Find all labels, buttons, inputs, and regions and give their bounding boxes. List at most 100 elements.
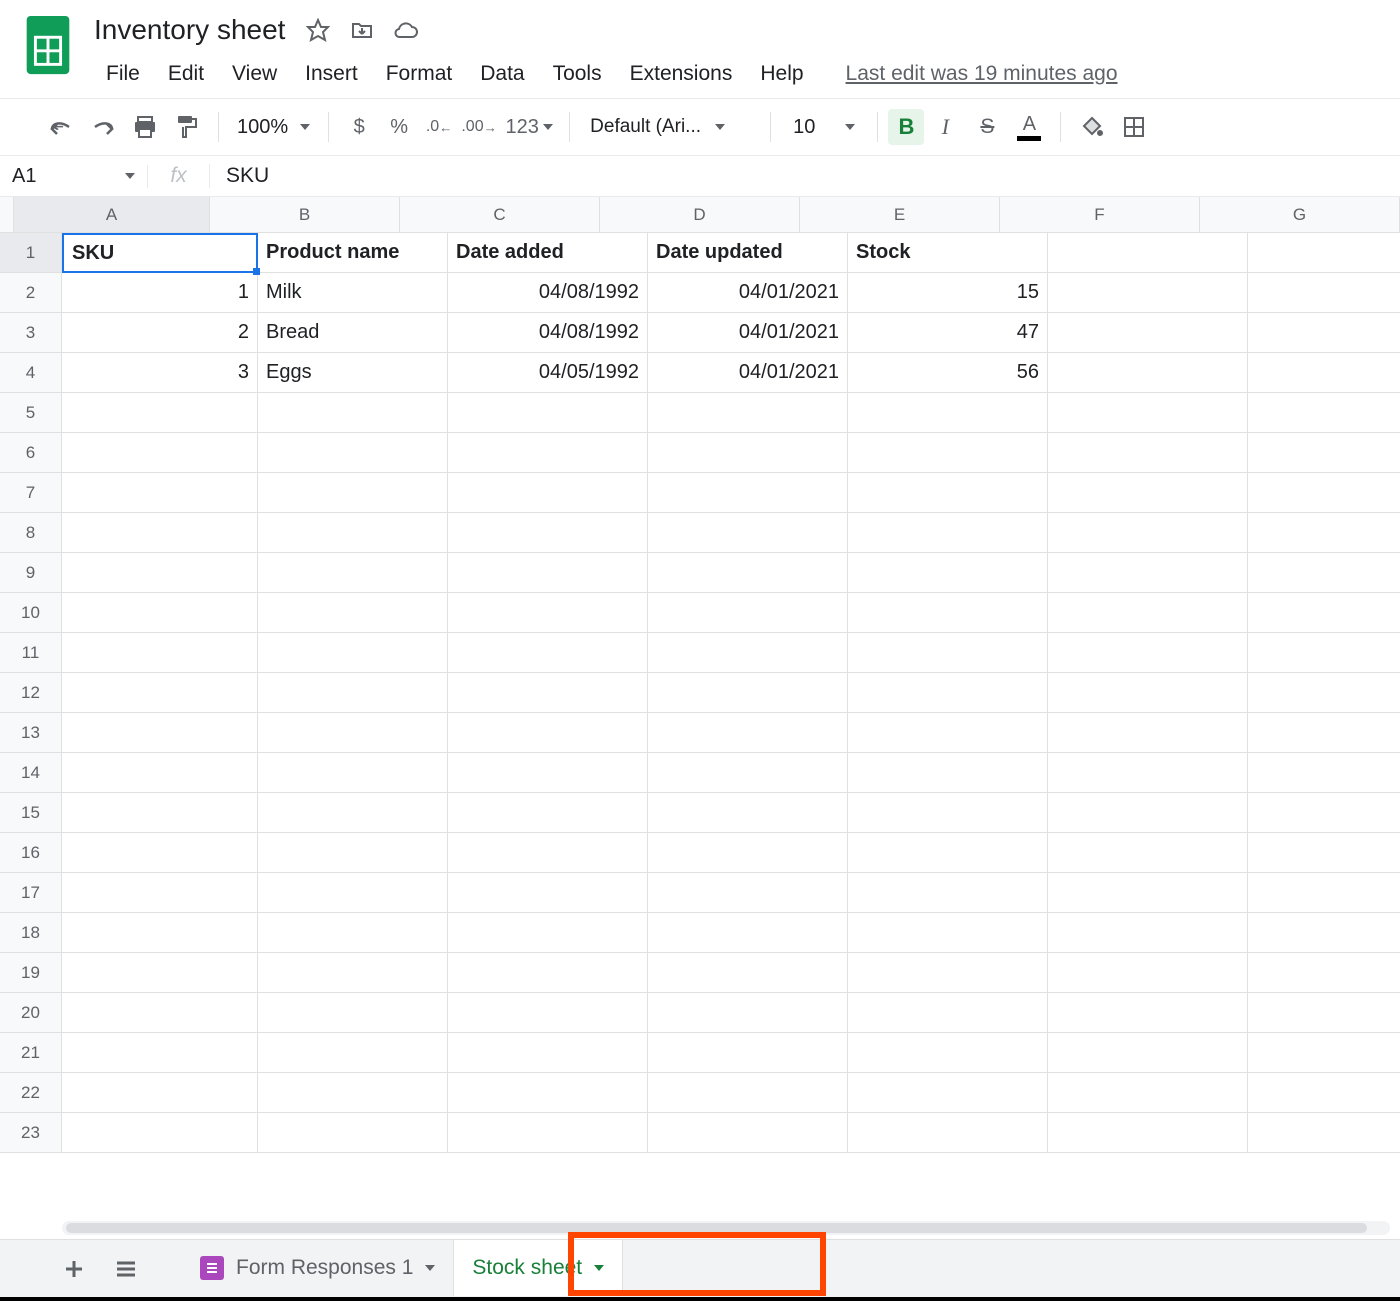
cell-C16[interactable] — [448, 833, 648, 873]
menu-file[interactable]: File — [92, 56, 154, 92]
cell-D21[interactable] — [648, 1033, 848, 1073]
cell-E6[interactable] — [848, 433, 1048, 473]
bold-button[interactable]: B — [888, 109, 924, 145]
column-header-E[interactable]: E — [800, 197, 1000, 233]
cell-E5[interactable] — [848, 393, 1048, 433]
row-header-2[interactable]: 2 — [0, 273, 62, 313]
menu-view[interactable]: View — [218, 56, 291, 92]
cell-G18[interactable] — [1248, 913, 1400, 953]
redo-button[interactable] — [82, 109, 124, 145]
cell-B15[interactable] — [258, 793, 448, 833]
cell-F1[interactable] — [1048, 233, 1248, 273]
column-header-B[interactable]: B — [210, 197, 400, 233]
sheet-tab-0[interactable]: Form Responses 1 — [182, 1240, 454, 1296]
cell-B16[interactable] — [258, 833, 448, 873]
row-header-13[interactable]: 13 — [0, 713, 62, 753]
cell-F10[interactable] — [1048, 593, 1248, 633]
cell-B23[interactable] — [258, 1113, 448, 1153]
cell-A7[interactable] — [62, 473, 258, 513]
cell-B1[interactable]: Product name — [258, 233, 448, 273]
cell-F16[interactable] — [1048, 833, 1248, 873]
cell-G14[interactable] — [1248, 753, 1400, 793]
cell-C17[interactable] — [448, 873, 648, 913]
cell-C4[interactable]: 04/05/1992 — [448, 353, 648, 393]
cell-B9[interactable] — [258, 553, 448, 593]
cell-A14[interactable] — [62, 753, 258, 793]
cell-F6[interactable] — [1048, 433, 1248, 473]
menu-data[interactable]: Data — [466, 56, 538, 92]
cell-B5[interactable] — [258, 393, 448, 433]
cell-A5[interactable] — [62, 393, 258, 433]
chevron-down-icon[interactable] — [594, 1265, 604, 1271]
cell-C2[interactable]: 04/08/1992 — [448, 273, 648, 313]
row-header-15[interactable]: 15 — [0, 793, 62, 833]
cell-E9[interactable] — [848, 553, 1048, 593]
cell-C10[interactable] — [448, 593, 648, 633]
percent-button[interactable]: % — [379, 116, 419, 139]
zoom-select[interactable]: 100% — [229, 116, 318, 139]
add-sheet-button[interactable] — [54, 1249, 94, 1289]
cell-D14[interactable] — [648, 753, 848, 793]
cell-D18[interactable] — [648, 913, 848, 953]
more-formats-button[interactable]: 123 — [499, 116, 559, 139]
cell-E1[interactable]: Stock — [848, 233, 1048, 273]
cell-B17[interactable] — [258, 873, 448, 913]
row-header-18[interactable]: 18 — [0, 913, 62, 953]
cell-F3[interactable] — [1048, 313, 1248, 353]
cell-E17[interactable] — [848, 873, 1048, 913]
cell-A22[interactable] — [62, 1073, 258, 1113]
cell-G3[interactable] — [1248, 313, 1400, 353]
row-header-11[interactable]: 11 — [0, 633, 62, 673]
row-header-6[interactable]: 6 — [0, 433, 62, 473]
cell-D4[interactable]: 04/01/2021 — [648, 353, 848, 393]
cell-G19[interactable] — [1248, 953, 1400, 993]
italic-button[interactable]: I — [924, 114, 966, 140]
star-icon[interactable] — [305, 17, 331, 43]
document-title[interactable]: Inventory sheet — [92, 10, 287, 50]
cell-D3[interactable]: 04/01/2021 — [648, 313, 848, 353]
row-header-5[interactable]: 5 — [0, 393, 62, 433]
cell-A23[interactable] — [62, 1113, 258, 1153]
undo-button[interactable] — [40, 109, 82, 145]
cell-G16[interactable] — [1248, 833, 1400, 873]
strikethrough-button[interactable]: S — [966, 115, 1008, 139]
cell-A12[interactable] — [62, 673, 258, 713]
cell-C11[interactable] — [448, 633, 648, 673]
row-header-1[interactable]: 1 — [0, 233, 62, 273]
cell-G2[interactable] — [1248, 273, 1400, 313]
row-header-12[interactable]: 12 — [0, 673, 62, 713]
cell-B18[interactable] — [258, 913, 448, 953]
cell-B14[interactable] — [258, 753, 448, 793]
row-header-19[interactable]: 19 — [0, 953, 62, 993]
cell-B20[interactable] — [258, 993, 448, 1033]
cell-A10[interactable] — [62, 593, 258, 633]
column-header-G[interactable]: G — [1200, 197, 1400, 233]
cell-E23[interactable] — [848, 1113, 1048, 1153]
cell-B6[interactable] — [258, 433, 448, 473]
row-header-22[interactable]: 22 — [0, 1073, 62, 1113]
cell-C19[interactable] — [448, 953, 648, 993]
cell-A3[interactable]: 2 — [62, 313, 258, 353]
cell-G17[interactable] — [1248, 873, 1400, 913]
cell-C1[interactable]: Date added — [448, 233, 648, 273]
cell-E13[interactable] — [848, 713, 1048, 753]
cell-A15[interactable] — [62, 793, 258, 833]
cloud-icon[interactable] — [393, 17, 419, 43]
cell-F18[interactable] — [1048, 913, 1248, 953]
menu-extensions[interactable]: Extensions — [616, 56, 747, 92]
cell-F23[interactable] — [1048, 1113, 1248, 1153]
cell-D8[interactable] — [648, 513, 848, 553]
sheets-logo[interactable] — [22, 10, 74, 80]
borders-button[interactable] — [1113, 116, 1155, 138]
cell-D12[interactable] — [648, 673, 848, 713]
cell-C8[interactable] — [448, 513, 648, 553]
cell-A19[interactable] — [62, 953, 258, 993]
cell-F22[interactable] — [1048, 1073, 1248, 1113]
cell-F13[interactable] — [1048, 713, 1248, 753]
cell-D10[interactable] — [648, 593, 848, 633]
cell-E2[interactable]: 15 — [848, 273, 1048, 313]
cell-B22[interactable] — [258, 1073, 448, 1113]
row-header-10[interactable]: 10 — [0, 593, 62, 633]
cell-A1[interactable]: SKU — [62, 233, 258, 273]
cell-G22[interactable] — [1248, 1073, 1400, 1113]
